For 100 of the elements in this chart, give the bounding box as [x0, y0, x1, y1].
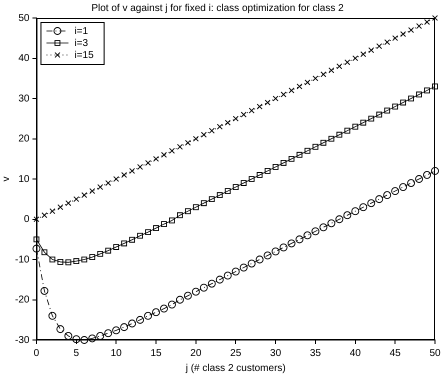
point: [192, 288, 200, 296]
point: [280, 92, 286, 98]
point: [97, 184, 104, 190]
point: [272, 164, 279, 170]
point: [65, 259, 72, 266]
point: [423, 171, 431, 179]
point: [121, 172, 128, 178]
point: [177, 212, 183, 218]
point: [304, 231, 312, 240]
x-tick-label: 40: [350, 348, 362, 359]
legend-label: i=3: [74, 38, 89, 49]
point: [216, 124, 223, 130]
point: [408, 96, 414, 102]
point: [336, 63, 342, 70]
point: [416, 92, 422, 98]
point: [105, 180, 112, 186]
point: [121, 240, 128, 246]
point: [400, 31, 406, 38]
point: [32, 244, 40, 253]
point: [200, 132, 207, 138]
point: [280, 160, 286, 166]
point: [112, 326, 120, 334]
x-tick-label: 15: [150, 348, 162, 359]
point: [296, 235, 304, 244]
x-tick-label: 35: [310, 348, 322, 359]
point: [240, 112, 247, 118]
y-tick-label: 0: [24, 214, 30, 225]
point: [367, 199, 376, 208]
point: [359, 203, 368, 212]
point: [120, 323, 128, 332]
point: [113, 176, 120, 182]
point: [416, 23, 422, 29]
point: [384, 108, 390, 114]
point: [280, 243, 288, 252]
point: [49, 256, 56, 262]
point: [97, 250, 104, 257]
y-tick-label: 20: [18, 134, 30, 144]
point: [431, 167, 439, 175]
point: [64, 332, 72, 340]
point: [336, 132, 342, 138]
point: [42, 249, 48, 256]
point: [104, 329, 112, 338]
point: [399, 183, 408, 191]
point: [328, 67, 334, 74]
point: [304, 148, 310, 154]
point: [192, 204, 199, 210]
x-tick-label: 50: [429, 348, 441, 359]
point: [392, 35, 398, 42]
point: [360, 51, 366, 58]
point: [248, 176, 255, 182]
point: [49, 208, 56, 214]
point: [375, 195, 384, 204]
x-tick-label: 30: [270, 348, 282, 359]
point: [312, 75, 318, 82]
point: [177, 144, 183, 150]
y-tick-label: -20: [15, 294, 30, 306]
point: [319, 223, 328, 232]
y-tick-label: 50: [18, 12, 30, 24]
point: [240, 264, 248, 272]
point: [344, 128, 350, 134]
point: [352, 124, 358, 130]
point: [232, 116, 239, 122]
point: [169, 148, 175, 154]
point: [415, 175, 424, 183]
point: [296, 152, 302, 158]
point: [129, 168, 136, 174]
point: [232, 184, 239, 190]
point: [200, 284, 208, 292]
point: [72, 335, 80, 344]
point: [137, 164, 143, 170]
point: [81, 256, 88, 262]
point: [145, 160, 151, 166]
point: [192, 136, 199, 142]
point: [408, 27, 414, 33]
point: [184, 292, 192, 300]
point: [208, 196, 215, 202]
point: [129, 236, 136, 243]
point: [208, 280, 216, 288]
point: [42, 212, 48, 218]
point: [153, 225, 159, 232]
point: [128, 320, 136, 328]
point: [136, 316, 144, 324]
point: [296, 84, 302, 90]
x-tick-label: 5: [74, 348, 80, 359]
point: [351, 207, 360, 216]
x-tick-label: 20: [190, 348, 202, 359]
point: [153, 156, 159, 162]
y-tick-label: 40: [18, 53, 30, 64]
point: [384, 39, 390, 46]
point: [208, 128, 215, 134]
point: [320, 71, 326, 78]
point: [272, 248, 280, 256]
point: [168, 300, 176, 309]
point: [216, 276, 224, 284]
point: [288, 156, 294, 162]
point: [80, 336, 88, 344]
x-tick-label: 10: [110, 348, 122, 359]
point: [264, 252, 272, 260]
point: [391, 187, 400, 196]
point: [200, 200, 207, 206]
